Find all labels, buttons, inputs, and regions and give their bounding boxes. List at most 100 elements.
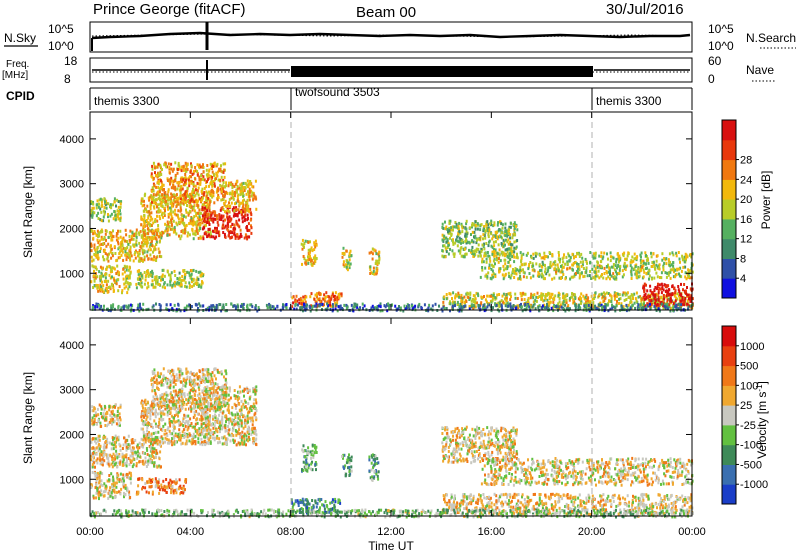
power-cell — [315, 302, 318, 306]
power-cell — [91, 213, 94, 217]
power-cell — [244, 213, 247, 217]
power-cell — [642, 264, 645, 268]
power-cell — [183, 180, 186, 184]
power-cell — [285, 306, 288, 310]
power-cell — [164, 222, 167, 226]
power-cell — [343, 303, 346, 307]
power-cell — [116, 232, 119, 236]
power-cell — [91, 264, 94, 268]
power-cell — [689, 287, 692, 291]
power-cell — [568, 259, 571, 263]
power-cell — [185, 208, 187, 212]
power-cell — [122, 307, 125, 311]
power-cell — [497, 302, 499, 306]
power-cell — [446, 238, 449, 242]
power-cell — [215, 171, 218, 175]
power-cell — [180, 188, 183, 192]
power-cell — [607, 292, 610, 295]
power-cell — [500, 303, 503, 307]
velocity-cell — [108, 491, 111, 495]
power-cell — [115, 214, 118, 218]
power-cell — [202, 192, 205, 196]
power-cell — [669, 264, 672, 268]
power-cell — [199, 304, 202, 308]
power-cell — [451, 307, 454, 311]
power-cell — [371, 247, 374, 251]
velocity-cell — [110, 493, 113, 497]
velocity-cell — [131, 446, 134, 450]
power-cell — [565, 255, 568, 259]
power-cell — [117, 205, 120, 209]
power-cell — [548, 297, 551, 301]
power-cell — [249, 218, 252, 222]
power-cell — [142, 229, 145, 232]
power-cell — [344, 263, 347, 267]
power-cell — [227, 184, 230, 188]
power-cell — [184, 167, 187, 171]
power-cell — [185, 169, 188, 173]
power-cell — [639, 303, 642, 307]
power-cell — [217, 178, 220, 182]
velocity-cell — [128, 471, 131, 475]
power-cell — [122, 246, 125, 250]
velocity-cell — [97, 447, 100, 451]
velocity-cell — [98, 455, 101, 459]
power-cell — [321, 302, 324, 306]
power-cell — [462, 240, 465, 244]
velocity-cell — [98, 473, 101, 477]
power-cell — [312, 261, 315, 265]
power-cell — [294, 300, 297, 304]
power-cell — [501, 223, 504, 227]
power-cell — [224, 235, 227, 239]
power-cell — [143, 220, 146, 224]
power-cell — [574, 304, 577, 307]
power-cell — [488, 263, 491, 267]
power-cell — [104, 252, 107, 255]
power-cell — [509, 240, 512, 244]
velocity-cell — [126, 458, 129, 462]
power-cell — [560, 276, 563, 280]
power-cell — [645, 267, 647, 270]
power-cell — [689, 253, 692, 256]
cpid-segment-3: themis 3300 — [596, 94, 662, 108]
power-cell — [579, 274, 581, 278]
power-cell — [660, 302, 663, 306]
power-cell — [580, 300, 583, 304]
power-cell — [149, 218, 152, 222]
power-cell — [454, 304, 456, 308]
power-cell — [146, 286, 149, 290]
power-cell — [682, 300, 685, 304]
power-cell — [600, 259, 603, 263]
power-cell — [151, 200, 153, 204]
power-cell — [574, 306, 577, 310]
velocity-cell — [118, 479, 121, 483]
power-cell — [176, 181, 179, 185]
velocity-cell — [112, 452, 115, 456]
power-cell — [90, 280, 93, 284]
power-cell — [470, 248, 473, 252]
power-cell — [587, 303, 590, 307]
power-cell — [186, 162, 189, 166]
power-cell — [172, 230, 175, 234]
power-cell — [458, 221, 461, 225]
power-cell — [195, 303, 198, 307]
power-cell — [483, 309, 486, 313]
power-cell — [167, 198, 169, 202]
power-cell — [210, 178, 213, 181]
velocity-cell — [98, 490, 101, 494]
power-cell — [255, 207, 258, 211]
power-cell — [531, 305, 534, 309]
power-cell — [188, 271, 191, 275]
power-cell — [209, 211, 212, 215]
power-cell — [666, 304, 669, 308]
nsky-panel-frame — [89, 21, 693, 53]
power-cell — [450, 232, 453, 236]
power-cell — [221, 206, 224, 209]
power-cell — [136, 277, 139, 281]
velocity-cell — [128, 490, 131, 494]
power-cell — [598, 276, 601, 280]
power-cell — [101, 198, 104, 202]
power-cell — [224, 224, 227, 228]
power-cell — [124, 250, 127, 254]
